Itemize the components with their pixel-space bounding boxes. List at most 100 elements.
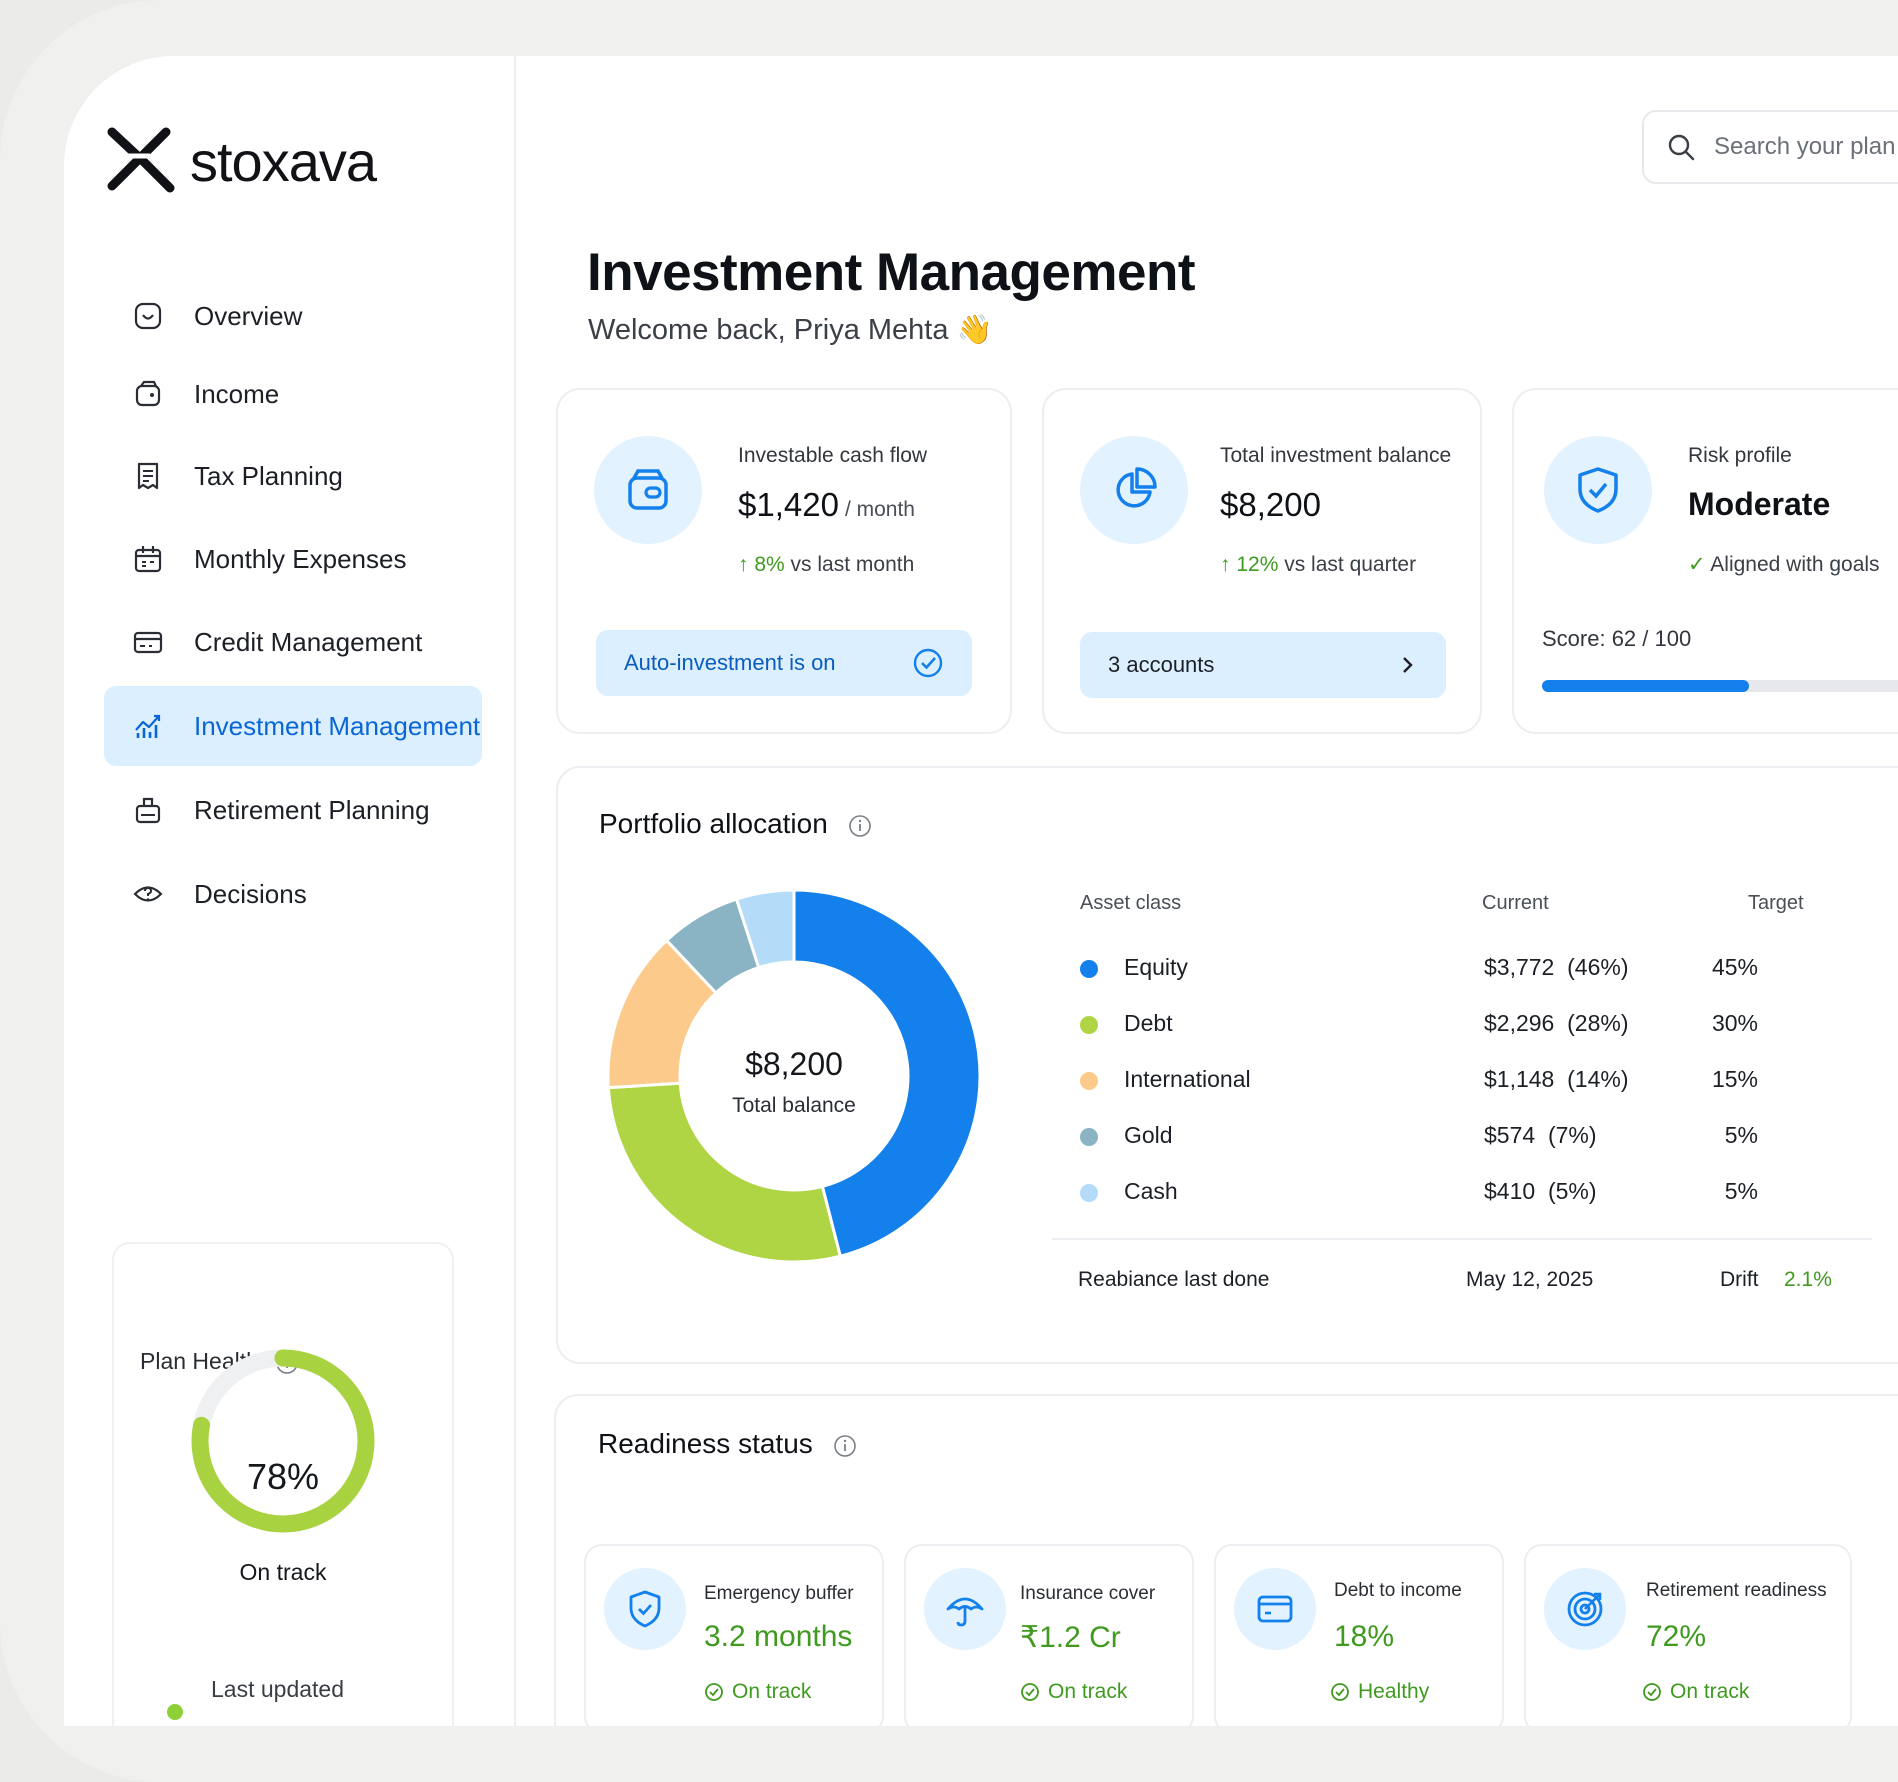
sidebar-item-label: Credit Management xyxy=(194,626,423,657)
asset-target: 15% xyxy=(1711,1066,1758,1092)
search-icon xyxy=(1668,134,1695,161)
sidebar-item-overview[interactable]: Overview xyxy=(104,276,482,356)
table-row[interactable]: International $1,148 (14%) 15% xyxy=(1078,1060,1818,1100)
readiness-status-text: On track xyxy=(1048,1680,1128,1703)
sidebar: stoxava Overview Income Tax Planning xyxy=(64,56,516,1726)
risk-note: ✓ Aligned with goals xyxy=(1688,552,1880,577)
pie-chart-icon xyxy=(1080,436,1188,544)
wallet-icon xyxy=(594,436,702,544)
donut-slice-cash[interactable] xyxy=(734,888,796,970)
sidebar-item-label: Income xyxy=(194,378,280,409)
info-icon[interactable] xyxy=(848,814,872,838)
asset-current: $574 (7%) xyxy=(1484,1122,1597,1148)
rebalance-label: Reabiance last done xyxy=(1078,1268,1270,1291)
search-input[interactable]: Search your plan xyxy=(1642,110,1898,184)
cashflow-trend: ↑ 8% vs last month xyxy=(738,553,914,577)
last-updated-label: Last updated xyxy=(211,1676,345,1702)
app-window: stoxava Overview Income Tax Planning xyxy=(64,56,1898,1726)
plan-health-arc xyxy=(191,1349,375,1533)
card-icon xyxy=(1234,1568,1316,1650)
readiness-value: 72% xyxy=(1646,1620,1707,1653)
legend-dot xyxy=(1080,1184,1098,1202)
readiness-label: Emergency buffer xyxy=(704,1583,854,1604)
info-icon[interactable] xyxy=(833,1434,857,1458)
cashflow-unit: / month xyxy=(844,498,915,521)
sidebar-item-decisions[interactable]: Decisions xyxy=(104,854,482,934)
shield-icon xyxy=(604,1568,686,1650)
chart-icon xyxy=(132,710,164,742)
risk-score-bar xyxy=(1542,680,1750,692)
asset-name: Gold xyxy=(1124,1122,1173,1148)
accounts-button[interactable]: 3 accounts xyxy=(1080,632,1446,698)
check-circle-icon xyxy=(913,648,943,678)
readiness-item-debt[interactable]: Debt to income 18% Healthy xyxy=(1214,1544,1504,1726)
asset-name: Cash xyxy=(1124,1178,1178,1204)
sidebar-item-tax-planning[interactable]: Tax Planning xyxy=(104,436,482,516)
asset-current: $1,148 (14%) xyxy=(1484,1066,1629,1092)
legend-dot xyxy=(1080,1072,1098,1090)
legend-dot xyxy=(1080,960,1098,978)
trend-up-icon: ↑ xyxy=(738,553,755,576)
shield-check-icon xyxy=(1544,436,1652,544)
sidebar-item-label: Overview xyxy=(194,300,303,331)
asset-target: 5% xyxy=(1724,1122,1758,1148)
legend-dot xyxy=(1080,1128,1098,1146)
auto-investment-toggle[interactable]: Auto-investment is on xyxy=(596,630,972,696)
plan-health-card xyxy=(112,1242,454,1726)
readiness-item-insurance[interactable]: Insurance cover ₹1.2 Cr On track xyxy=(904,1544,1194,1726)
check-circle-icon xyxy=(705,1683,723,1701)
sidebar-item-monthly-expenses[interactable]: Monthly Expenses xyxy=(104,519,482,599)
sidebar-item-investment-management[interactable]: Investment Management xyxy=(104,686,482,766)
sidebar-item-label: Decisions xyxy=(194,878,307,909)
asset-target: 45% xyxy=(1711,954,1758,980)
wallet-icon xyxy=(132,378,164,410)
readiness-status: On track xyxy=(1642,1680,1749,1704)
cashflow-label: Investable cash flow xyxy=(738,444,928,467)
readiness-status: On track xyxy=(704,1680,811,1704)
asset-current: $3,772 (46%) xyxy=(1484,954,1629,980)
brand-logo[interactable]: stoxava xyxy=(104,126,377,196)
asset-name: Equity xyxy=(1124,954,1188,980)
welcome-message: Welcome back, Priya Mehta 👋 xyxy=(588,314,993,346)
readiness-value: ₹1.2 Cr xyxy=(1020,1621,1121,1654)
table-row[interactable]: Equity $3,772 (46%) 45% xyxy=(1078,948,1818,988)
search-placeholder: Search your plan xyxy=(1714,133,1896,160)
table-row[interactable]: Gold $574 (7%) 5% xyxy=(1078,1116,1818,1156)
asset-target: 5% xyxy=(1724,1178,1758,1204)
table-row[interactable]: Debt $2,296 (28%) 30% xyxy=(1078,1004,1818,1044)
sidebar-item-credit-management[interactable]: Credit Management xyxy=(104,602,482,682)
clock-icon xyxy=(132,300,164,332)
check-circle-icon xyxy=(1643,1683,1661,1701)
readiness-item-retirement[interactable]: Retirement readiness 72% On track xyxy=(1524,1544,1852,1726)
readiness-item-emergency[interactable]: Emergency buffer 3.2 months On track xyxy=(584,1544,884,1726)
table-row[interactable]: Cash $410 (5%) 5% xyxy=(1078,1172,1818,1212)
calendar-icon xyxy=(132,543,164,575)
plan-health-status: On track xyxy=(239,1559,327,1585)
plan-health-percent: 78% xyxy=(246,1456,320,1497)
legend-dot xyxy=(1080,1016,1098,1034)
credit-card-icon xyxy=(132,626,164,658)
header-target: Target xyxy=(1748,892,1804,914)
sidebar-item-label: Investment Management xyxy=(194,710,481,741)
balance-trend: ↑ 12% vs last quarter xyxy=(1220,553,1416,577)
donut-slice-equity[interactable] xyxy=(792,888,982,1258)
divider xyxy=(1052,1238,1872,1240)
allocation-donut-chart xyxy=(606,888,982,1264)
status-dot xyxy=(167,1704,183,1720)
portfolio-card xyxy=(556,766,1898,1364)
auto-investment-label: Auto-investment is on xyxy=(624,650,836,675)
readiness-status-text: On track xyxy=(1670,1680,1750,1703)
brand-name: stoxava xyxy=(190,129,377,193)
asset-current: $410 (5%) xyxy=(1484,1178,1597,1204)
readiness-label: Retirement readiness xyxy=(1646,1580,1827,1601)
donut-slice-debt[interactable] xyxy=(606,1081,843,1264)
sidebar-item-retirement-planning[interactable]: Retirement Planning xyxy=(104,770,482,850)
accounts-label: 3 accounts xyxy=(1108,652,1215,677)
readiness-value: 3.2 months xyxy=(704,1620,853,1653)
readiness-title: Readiness status xyxy=(598,1428,857,1460)
header-current: Current xyxy=(1482,892,1549,914)
portfolio-title: Portfolio allocation xyxy=(599,808,872,840)
sidebar-item-income[interactable]: Income xyxy=(104,354,482,434)
balance-card: Total investment balance $8,200 ↑ 12% vs… xyxy=(1042,388,1482,734)
rebalance-date: May 12, 2025 xyxy=(1466,1268,1594,1291)
